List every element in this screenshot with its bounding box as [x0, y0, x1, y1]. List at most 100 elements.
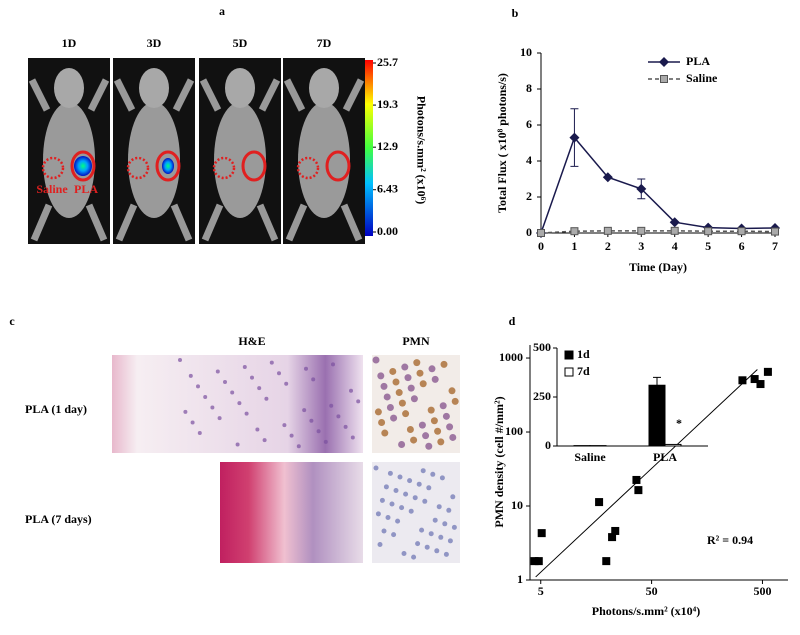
cell: [317, 429, 321, 433]
colorbar-tick-label: 12.9: [377, 139, 398, 153]
histology-image: [112, 355, 363, 453]
cell: [437, 504, 442, 509]
mouse-body: [214, 102, 266, 218]
cell: [297, 444, 301, 448]
cell: [378, 542, 383, 547]
cell: [396, 389, 403, 396]
cell: [411, 395, 418, 402]
cell: [381, 430, 388, 437]
cell: [374, 466, 379, 471]
cell: [402, 551, 407, 556]
y-tick-label: 250: [533, 389, 551, 403]
point: [772, 228, 779, 235]
x-tick-label: 2: [605, 239, 611, 253]
cell: [277, 371, 281, 375]
cell: [390, 502, 395, 507]
panel-letter: b: [512, 6, 519, 20]
cell: [203, 395, 207, 399]
legend-label: 1d: [577, 347, 590, 361]
cell: [376, 511, 381, 516]
cell: [381, 383, 388, 390]
cell: [409, 509, 414, 514]
cell: [407, 426, 414, 433]
x-tick-label: 3: [638, 239, 644, 253]
series-line: [541, 138, 775, 233]
cell: [420, 380, 427, 387]
column-label: PMN: [402, 334, 430, 348]
point: [595, 498, 603, 506]
y-tick-label: 1: [517, 572, 523, 586]
cell: [196, 384, 200, 388]
cell: [373, 357, 380, 364]
legend-marker: [661, 76, 668, 83]
cell: [284, 382, 288, 386]
cell: [191, 420, 195, 424]
cell: [377, 372, 384, 379]
mouse-body: [128, 102, 180, 218]
cell: [410, 437, 417, 444]
colorbar-tick-label: 0.00: [377, 224, 398, 238]
point: [738, 228, 745, 235]
cell: [429, 531, 434, 536]
mouse-body: [298, 102, 350, 218]
cell: [236, 442, 240, 446]
cell: [264, 397, 268, 401]
y-tick-label: 500: [533, 340, 551, 354]
cell: [304, 367, 308, 371]
cell: [389, 368, 396, 375]
x-tick-label: PLA: [653, 450, 677, 464]
error-bar: [653, 377, 661, 385]
cell: [189, 374, 193, 378]
cell: [446, 423, 453, 430]
y-tick-label: 1000: [499, 350, 523, 364]
day-label: 3D: [147, 36, 162, 50]
cell: [413, 495, 418, 500]
x-axis-label: Time (Day): [629, 260, 687, 274]
point: [611, 527, 619, 535]
cell: [230, 391, 234, 395]
cell: [257, 386, 261, 390]
cell: [331, 362, 335, 366]
cell: [218, 416, 222, 420]
legend-marker: [659, 57, 669, 67]
colorbar-tick-label: 6.43: [377, 181, 398, 195]
cell: [384, 484, 389, 489]
mouse-head: [139, 68, 169, 108]
cell: [386, 515, 391, 520]
cell: [250, 376, 254, 380]
cell: [384, 393, 391, 400]
cell: [417, 482, 422, 487]
y-axis-label: Total Flux ( x10⁸ photons/s): [495, 73, 509, 213]
cell: [290, 434, 294, 438]
cell: [270, 361, 274, 365]
cell: [443, 413, 450, 420]
mouse-head: [225, 68, 255, 108]
annotation: *: [676, 416, 682, 430]
cell: [198, 431, 202, 435]
cell: [399, 400, 406, 407]
cell: [391, 532, 396, 537]
cell: [444, 552, 449, 557]
cell: [450, 494, 455, 499]
x-tick-label: 50: [646, 584, 658, 598]
signal: [74, 156, 92, 176]
cell: [449, 434, 456, 441]
legend-label: Saline: [686, 71, 718, 85]
cell: [178, 358, 182, 362]
cell: [434, 428, 441, 435]
cell: [438, 535, 443, 540]
day-label: 1D: [62, 36, 77, 50]
panel-letter: c: [9, 314, 15, 328]
histology-image: [372, 462, 460, 563]
cell: [351, 435, 355, 439]
cell: [417, 370, 424, 377]
day-label: 7D: [317, 36, 332, 50]
bar: [649, 385, 665, 446]
cell: [441, 361, 448, 368]
cell: [390, 415, 397, 422]
cell: [430, 472, 435, 477]
pla-label: PLA: [74, 182, 98, 196]
point: [671, 227, 678, 234]
saline-label: Saline: [36, 182, 68, 196]
x-tick-label: 1: [571, 239, 577, 253]
